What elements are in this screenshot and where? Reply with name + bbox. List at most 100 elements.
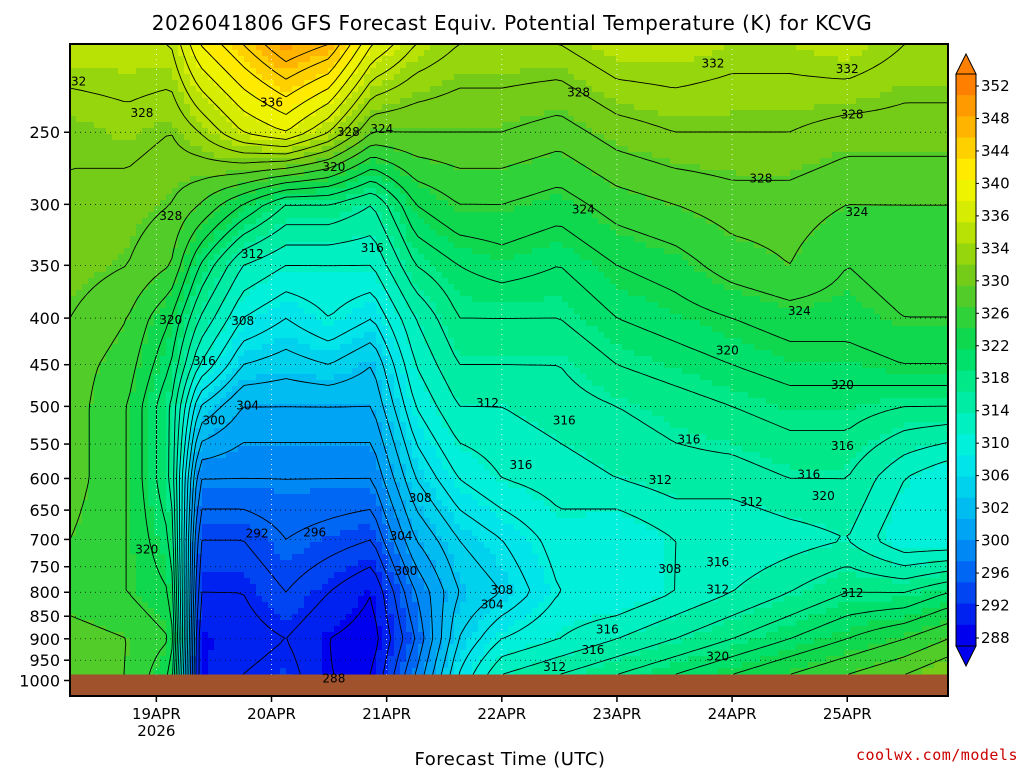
heatmap-cell (478, 212, 485, 219)
heatmap-cell (736, 224, 743, 231)
heatmap-cell (250, 176, 257, 183)
heatmap-cell (208, 230, 215, 237)
heatmap-cell (262, 116, 269, 123)
heatmap-cell (508, 56, 515, 63)
heatmap-cell (712, 140, 719, 147)
heatmap-cell (178, 128, 185, 135)
heatmap-cell (598, 164, 605, 171)
heatmap-cell (166, 134, 173, 141)
heatmap-cell (388, 80, 395, 87)
heatmap-cell (148, 176, 155, 183)
heatmap-cell (454, 62, 461, 69)
heatmap-cell (610, 182, 617, 189)
heatmap-cell (250, 98, 257, 105)
heatmap-cell (814, 164, 821, 171)
heatmap-cell (544, 104, 551, 111)
heatmap-cell (316, 224, 323, 231)
heatmap-cell (334, 218, 341, 225)
heatmap-cell (832, 176, 839, 183)
heatmap-cell (388, 152, 395, 159)
heatmap-cell (940, 116, 947, 123)
heatmap-cell (742, 140, 749, 147)
heatmap-cell (586, 170, 593, 177)
heatmap-cell (688, 110, 695, 117)
heatmap-cell (712, 44, 719, 51)
heatmap-cell (340, 56, 347, 63)
heatmap-cell (322, 152, 329, 159)
heatmap-cell (622, 170, 629, 177)
heatmap-cell (556, 104, 563, 111)
heatmap-cell (88, 86, 95, 93)
heatmap-cell (346, 158, 353, 165)
heatmap-cell (694, 146, 701, 153)
heatmap-cell (376, 224, 383, 231)
heatmap-cell (232, 128, 239, 135)
heatmap-cell (178, 50, 185, 57)
heatmap-cell (328, 92, 335, 99)
heatmap-cell (286, 116, 293, 123)
heatmap-cell (940, 56, 947, 63)
heatmap-cell (748, 200, 755, 207)
heatmap-cell (196, 80, 203, 87)
heatmap-cell (82, 134, 89, 141)
heatmap-cell (760, 230, 767, 237)
heatmap-cell (412, 158, 419, 165)
heatmap-cell (856, 200, 863, 207)
heatmap-cell (118, 50, 125, 57)
heatmap-cell (250, 206, 257, 213)
heatmap-cell (718, 56, 725, 63)
heatmap-cell (622, 110, 629, 117)
heatmap-cell (832, 236, 839, 243)
heatmap-cell (580, 140, 587, 147)
heatmap-cell (370, 194, 377, 201)
heatmap-cell (376, 104, 383, 111)
heatmap-cell (754, 182, 761, 189)
heatmap-cell (754, 68, 761, 75)
heatmap-cell (544, 134, 551, 141)
heatmap-cell (838, 146, 845, 153)
heatmap-cell (892, 110, 899, 117)
heatmap-cell (106, 50, 113, 57)
heatmap-cell (370, 74, 377, 81)
heatmap-cell (640, 158, 647, 165)
heatmap-cell (310, 116, 317, 123)
heatmap-cell (328, 152, 335, 159)
heatmap-cell (838, 206, 845, 213)
heatmap-cell (694, 176, 701, 183)
heatmap-cell (508, 224, 515, 231)
heatmap-cell (232, 152, 239, 159)
heatmap-cell (358, 164, 365, 171)
heatmap-cell (442, 98, 449, 105)
heatmap-cell (664, 200, 671, 207)
heatmap-cell (586, 62, 593, 69)
heatmap-cell (652, 200, 659, 207)
heatmap-cell (406, 206, 413, 213)
heatmap-cell (190, 152, 197, 159)
heatmap-cell (754, 128, 761, 135)
heatmap-cell (874, 116, 881, 123)
heatmap-cell (430, 122, 437, 129)
heatmap-cell (808, 200, 815, 207)
heatmap-cell (676, 152, 683, 159)
heatmap-cell (226, 98, 233, 105)
heatmap-cell (928, 98, 935, 105)
heatmap-cell (448, 74, 455, 81)
heatmap-cell (406, 224, 413, 231)
heatmap-cell (796, 92, 803, 99)
heatmap-cell (418, 128, 425, 135)
heatmap-cell (124, 158, 131, 165)
heatmap-cell (484, 146, 491, 153)
heatmap-cell (376, 116, 383, 123)
heatmap-cell (484, 104, 491, 111)
heatmap-cell (916, 110, 923, 117)
heatmap-cell (550, 80, 557, 87)
heatmap-cell (712, 116, 719, 123)
heatmap-cell (928, 212, 935, 219)
heatmap-cell (520, 134, 527, 141)
heatmap-cell (520, 50, 527, 57)
heatmap-cell (688, 74, 695, 81)
heatmap-cell (940, 170, 947, 177)
heatmap-cell (694, 122, 701, 129)
heatmap-cell (190, 68, 197, 75)
heatmap-cell (76, 140, 83, 147)
